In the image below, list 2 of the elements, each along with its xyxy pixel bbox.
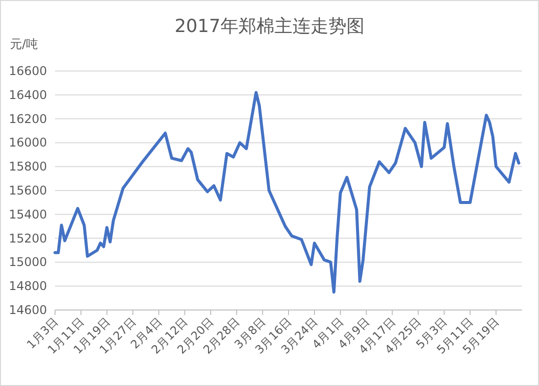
ylabel: 元/吨 (10, 37, 38, 51)
title: 2017年郑棉主连走势图 (174, 16, 364, 37)
